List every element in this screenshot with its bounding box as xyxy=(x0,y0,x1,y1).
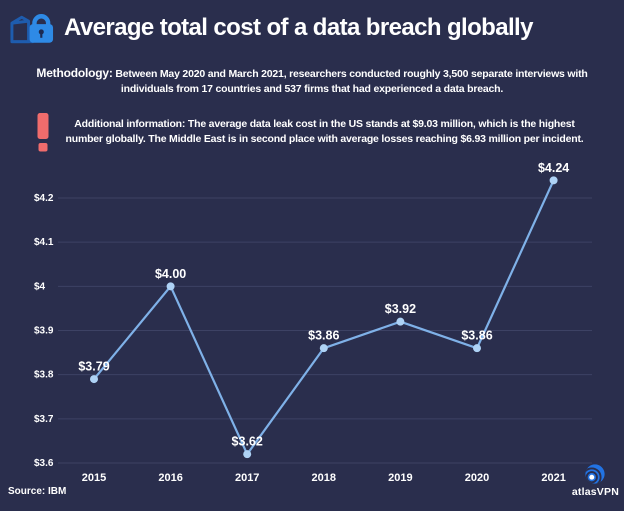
data-point xyxy=(549,176,558,185)
additional-info-block: Additional information: The average data… xyxy=(0,112,624,152)
brand-logo: atlasVPN xyxy=(572,463,619,498)
x-axis-tick-label: 2020 xyxy=(465,472,489,484)
data-point xyxy=(243,450,252,459)
y-axis-tick-label: $4.1 xyxy=(34,237,54,248)
methodology-label: Methodology: xyxy=(36,66,113,80)
folder-lock-icon xyxy=(10,14,54,44)
data-line xyxy=(93,179,555,456)
data-point-label: $4.24 xyxy=(538,161,569,175)
y-axis-tick-label: $3.9 xyxy=(34,326,54,337)
methodology-block: Methodology: Between May 2020 and March … xyxy=(0,66,624,97)
additional-info-label: Additional information: xyxy=(74,118,186,130)
data-point-label: $3.92 xyxy=(385,302,416,316)
exclamation-icon xyxy=(37,113,49,152)
y-axis-tick-label: $3.8 xyxy=(34,370,54,381)
data-point-label: $3.79 xyxy=(78,360,109,374)
atlasvpn-icon xyxy=(585,464,606,484)
x-axis-tick-label: 2019 xyxy=(388,472,412,484)
data-point xyxy=(396,317,405,326)
data-point-label: $3.86 xyxy=(308,329,339,343)
data-point xyxy=(319,344,328,353)
y-axis-tick-label: $4.2 xyxy=(34,193,54,204)
methodology-text: Between May 2020 and March 2021, researc… xyxy=(112,68,588,95)
data-point-label: $3.86 xyxy=(461,329,492,343)
x-axis-tick-label: 2015 xyxy=(82,472,106,484)
additional-info-text: The average data leak cost in the US sta… xyxy=(65,118,584,145)
line-chart: $3.6 $3.7 $3.8 $3.9 $4 $4.1 $4.2 2015 2016 2017 20… xyxy=(34,161,592,484)
data-point-label: $4.00 xyxy=(155,267,186,281)
data-point xyxy=(473,344,481,353)
y-axis-tick-label: $3.7 xyxy=(34,414,54,425)
data-point-label: $3.62 xyxy=(232,435,263,449)
x-axis-tick-label: 2021 xyxy=(541,472,565,484)
brand-name: atlasVPN xyxy=(571,486,619,498)
page-title: Average total cost of a data breach glob… xyxy=(64,14,533,41)
x-axis-tick-label: 2016 xyxy=(158,472,182,484)
y-axis-tick-label: $4 xyxy=(34,281,46,292)
x-axis-tick-label: 2018 xyxy=(312,472,336,484)
header: Average total cost of a data breach glob… xyxy=(8,8,533,48)
data-point xyxy=(166,282,175,291)
x-axis-tick-label: 2017 xyxy=(235,472,259,484)
y-axis-tick-label: $3.6 xyxy=(34,458,54,469)
data-point xyxy=(90,375,98,384)
source-label: Source: IBM xyxy=(8,486,67,497)
